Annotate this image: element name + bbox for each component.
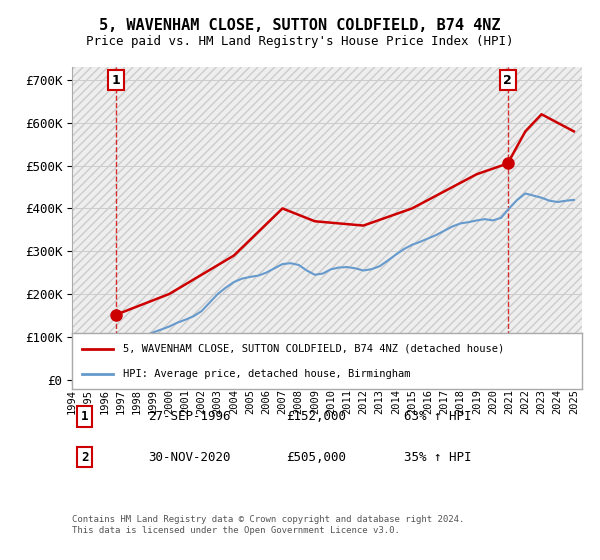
Text: 63% ↑ HPI: 63% ↑ HPI xyxy=(404,410,471,423)
Text: £505,000: £505,000 xyxy=(286,451,346,464)
Text: 35% ↑ HPI: 35% ↑ HPI xyxy=(404,451,471,464)
Text: Price paid vs. HM Land Registry's House Price Index (HPI): Price paid vs. HM Land Registry's House … xyxy=(86,35,514,49)
Text: 30-NOV-2020: 30-NOV-2020 xyxy=(149,451,231,464)
Text: 1: 1 xyxy=(81,410,89,423)
Text: £152,000: £152,000 xyxy=(286,410,346,423)
Text: 2: 2 xyxy=(81,451,89,464)
Text: 5, WAVENHAM CLOSE, SUTTON COLDFIELD, B74 4NZ: 5, WAVENHAM CLOSE, SUTTON COLDFIELD, B74… xyxy=(99,18,501,32)
Text: 2: 2 xyxy=(503,73,512,87)
Text: 1: 1 xyxy=(112,73,121,87)
Text: 27-SEP-1996: 27-SEP-1996 xyxy=(149,410,231,423)
Text: Contains HM Land Registry data © Crown copyright and database right 2024.
This d: Contains HM Land Registry data © Crown c… xyxy=(72,515,464,535)
Text: 5, WAVENHAM CLOSE, SUTTON COLDFIELD, B74 4NZ (detached house): 5, WAVENHAM CLOSE, SUTTON COLDFIELD, B74… xyxy=(123,344,504,354)
Text: HPI: Average price, detached house, Birmingham: HPI: Average price, detached house, Birm… xyxy=(123,368,410,379)
